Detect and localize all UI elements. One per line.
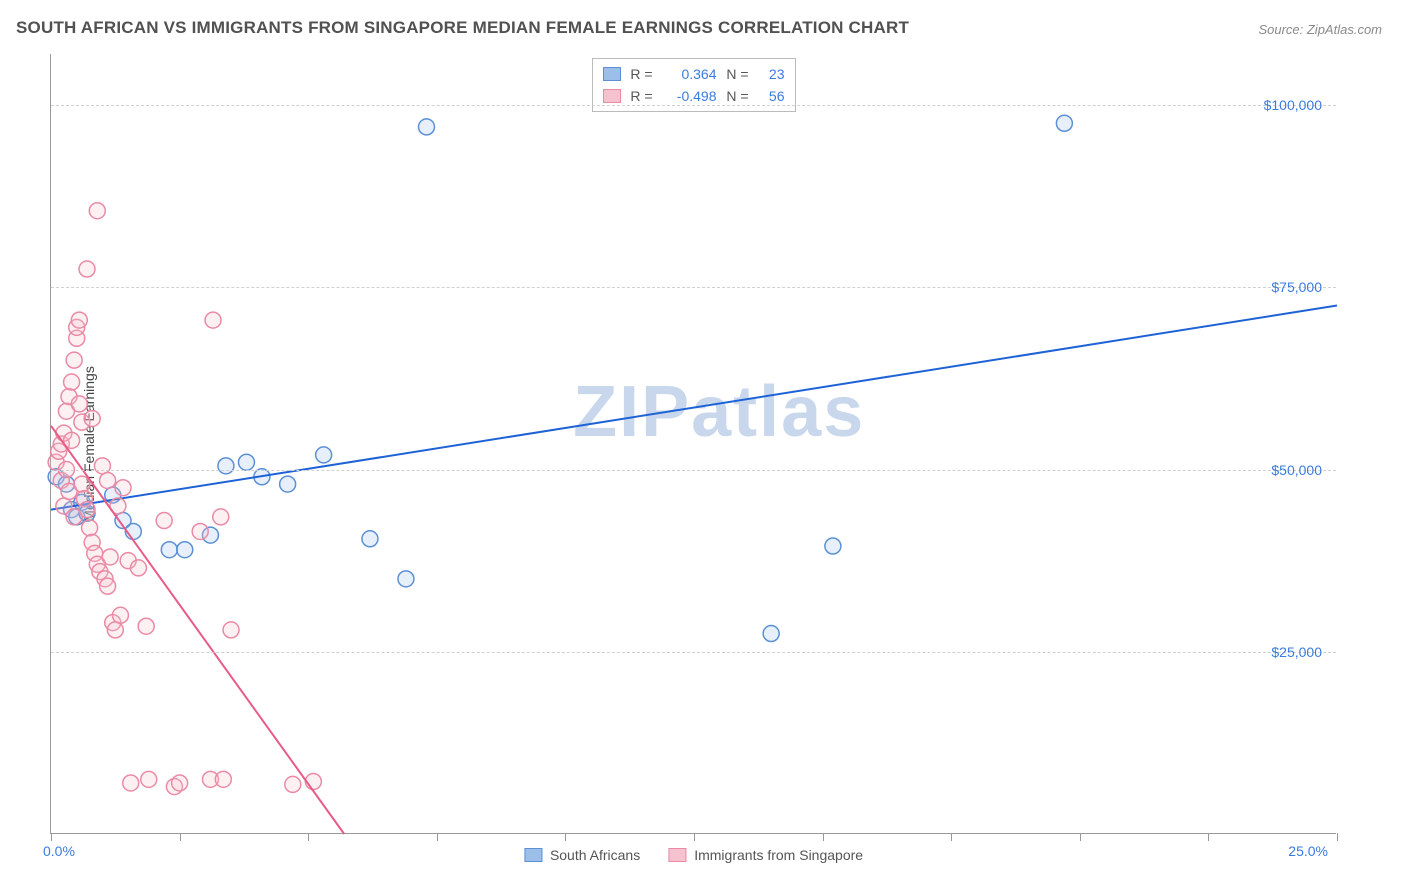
chart-container: SOUTH AFRICAN VS IMMIGRANTS FROM SINGAPO… [0, 0, 1406, 892]
x-tick [1208, 833, 1209, 841]
y-tick-label: $100,000 [1264, 97, 1322, 113]
x-tick [1080, 833, 1081, 841]
data-point [74, 476, 90, 492]
data-point [71, 396, 87, 412]
trend-line [51, 305, 1337, 509]
data-point [71, 312, 87, 328]
data-point [280, 476, 296, 492]
data-point [218, 458, 234, 474]
legend-label-1: South Africans [550, 847, 640, 863]
data-point [419, 119, 435, 135]
data-point [213, 509, 229, 525]
data-point [94, 458, 110, 474]
x-tick [308, 833, 309, 841]
data-point [398, 571, 414, 587]
data-point [215, 771, 231, 787]
data-point [112, 607, 128, 623]
data-point [115, 480, 131, 496]
x-tick [1337, 833, 1338, 841]
data-point [64, 374, 80, 390]
x-tick [565, 833, 566, 841]
y-tick-label: $75,000 [1271, 279, 1322, 295]
data-point [362, 531, 378, 547]
x-tick [437, 833, 438, 841]
data-point [141, 771, 157, 787]
data-point [192, 523, 208, 539]
data-point [89, 203, 105, 219]
data-point [156, 513, 172, 529]
data-point [107, 622, 123, 638]
scatter-svg [51, 54, 1336, 833]
source-attribution: Source: ZipAtlas.com [1258, 22, 1382, 37]
y-tick-label: $25,000 [1271, 644, 1322, 660]
data-point [172, 775, 188, 791]
data-point [223, 622, 239, 638]
y-tick-label: $50,000 [1271, 462, 1322, 478]
data-point [130, 560, 146, 576]
x-tick [180, 833, 181, 841]
x-tick [823, 833, 824, 841]
data-point [79, 261, 95, 277]
data-point [79, 502, 95, 518]
data-point [285, 776, 301, 792]
data-point [316, 447, 332, 463]
chart-title: SOUTH AFRICAN VS IMMIGRANTS FROM SINGAPO… [16, 18, 909, 38]
legend-series: South Africans Immigrants from Singapore [524, 847, 863, 863]
data-point [102, 549, 118, 565]
legend-item-2: Immigrants from Singapore [668, 847, 863, 863]
data-point [100, 578, 116, 594]
data-point [138, 618, 154, 634]
data-point [177, 542, 193, 558]
data-point [763, 626, 779, 642]
legend-swatch-pink-2 [668, 848, 686, 862]
grid-line [51, 105, 1336, 106]
data-point [123, 775, 139, 791]
data-point [1056, 115, 1072, 131]
grid-line [51, 287, 1336, 288]
x-tick [951, 833, 952, 841]
data-point [238, 454, 254, 470]
x-tick [51, 833, 52, 841]
data-point [84, 410, 100, 426]
grid-line [51, 470, 1336, 471]
grid-line [51, 652, 1336, 653]
plot-area: Median Female Earnings ZIPatlas R = 0.36… [50, 54, 1336, 834]
legend-label-2: Immigrants from Singapore [694, 847, 863, 863]
legend-swatch-blue-2 [524, 848, 542, 862]
data-point [161, 542, 177, 558]
data-point [205, 312, 221, 328]
x-tick [694, 833, 695, 841]
legend-item-1: South Africans [524, 847, 640, 863]
data-point [305, 774, 321, 790]
data-point [825, 538, 841, 554]
data-point [82, 520, 98, 536]
data-point [100, 472, 116, 488]
x-axis-max-label: 25.0% [1288, 843, 1328, 859]
x-axis-origin-label: 0.0% [43, 843, 75, 859]
data-point [66, 352, 82, 368]
